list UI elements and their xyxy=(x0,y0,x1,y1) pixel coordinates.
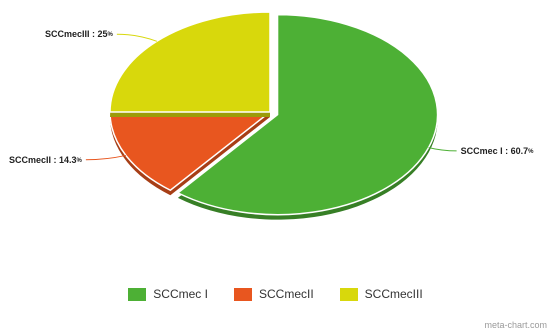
data-label-sccmec-i: SCCmec I : 60.7% xyxy=(461,146,535,156)
legend-item-sccmec-i[interactable]: SCCmec I xyxy=(128,287,208,301)
legend-item-sccmeciii[interactable]: SCCmecIII xyxy=(339,287,423,301)
slice-sccmeciii[interactable] xyxy=(109,11,271,113)
data-label-sccmeciii-connector xyxy=(116,33,158,42)
legend: SCCmec I SCCmecII SCCmecIII xyxy=(0,287,551,301)
legend-swatch-sccmeciii xyxy=(339,287,358,301)
data-label-sccmeciii: SCCmecIII : 25% xyxy=(45,29,114,39)
legend-swatch-sccmecii xyxy=(233,287,252,301)
legend-label-sccmecii: SCCmecII xyxy=(258,287,314,301)
legend-label-sccmec-i: SCCmec I xyxy=(153,287,208,301)
data-label-sccmecii-connector xyxy=(85,154,126,161)
data-label-sccmecii: SCCmecII : 14.3% xyxy=(9,155,83,165)
legend-item-sccmecii[interactable]: SCCmecII xyxy=(233,287,314,301)
watermark: meta-chart.com xyxy=(484,320,547,330)
data-label-sccmec-i-connector xyxy=(428,147,457,152)
legend-swatch-sccmec-i xyxy=(128,287,147,301)
legend-label-sccmeciii: SCCmecIII xyxy=(364,287,423,301)
pie-chart: SCCmec I : 60.7% SCCmecII : 14.3% SCCmecII… xyxy=(9,11,535,220)
slice-sccmec-i[interactable] xyxy=(176,13,439,216)
slice-sccmecii[interactable] xyxy=(109,111,273,192)
